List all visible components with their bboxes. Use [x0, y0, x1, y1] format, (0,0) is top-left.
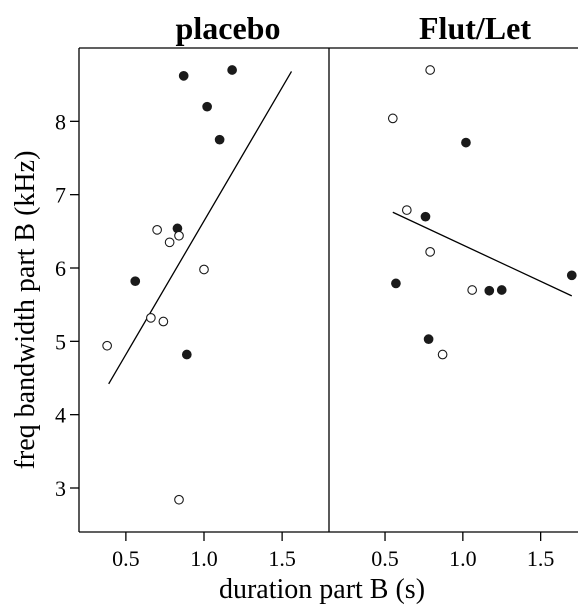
- filled-data-point: [130, 276, 141, 287]
- x-tick-label: 1.0: [190, 546, 218, 571]
- x-tick-label: 1.5: [527, 546, 555, 571]
- filled-data-point: [566, 270, 577, 281]
- filled-data-point: [484, 285, 495, 296]
- open-data-point: [199, 264, 209, 275]
- filled-data-point: [202, 101, 212, 112]
- filled-data-point: [391, 278, 401, 289]
- open-data-point: [437, 349, 448, 360]
- panel-title-placebo: placebo: [176, 10, 281, 46]
- filled-data-point: [214, 134, 225, 145]
- open-data-point: [102, 340, 112, 351]
- open-data-point: [146, 313, 156, 323]
- panel-title-flut-let: Flut/Let: [419, 10, 531, 46]
- y-axis-label: freq bandwidth part B (kHz): [10, 151, 41, 470]
- filled-data-point: [178, 71, 189, 81]
- filled-data-point: [420, 211, 431, 222]
- open-data-point: [387, 113, 398, 124]
- open-data-point: [401, 205, 412, 215]
- open-data-point: [174, 494, 184, 505]
- y-tick-label: 4: [55, 403, 66, 428]
- filled-data-point: [423, 334, 434, 344]
- y-tick-label: 8: [55, 109, 66, 134]
- trend-line: [392, 211, 573, 297]
- open-data-point: [467, 285, 478, 295]
- x-tick-label: 0.5: [112, 546, 140, 571]
- open-data-point: [152, 225, 162, 235]
- filled-data-point: [181, 349, 192, 360]
- open-data-point: [164, 237, 175, 248]
- open-data-point: [158, 316, 169, 327]
- x-tick-label: 1.0: [449, 546, 477, 571]
- open-data-point: [174, 230, 184, 241]
- x-tick-label: 0.5: [371, 546, 399, 571]
- y-tick-label: 5: [55, 329, 66, 354]
- y-tick-label: 3: [55, 476, 66, 501]
- filled-data-point: [227, 65, 237, 75]
- filled-data-point: [461, 137, 471, 148]
- open-data-point: [425, 65, 436, 75]
- x-axis-label: duration part B (s): [219, 574, 425, 605]
- y-tick-label: 7: [55, 183, 66, 208]
- filled-data-point: [496, 285, 507, 295]
- open-data-point: [425, 247, 436, 257]
- trend-line: [108, 71, 293, 385]
- plot-area: 3 4 5 6 7 8 0.5 1.0 1.5 0.5 1.0 1.5: [55, 47, 578, 571]
- x-tick-label: 1.5: [268, 546, 296, 571]
- y-tick-label: 6: [55, 256, 66, 281]
